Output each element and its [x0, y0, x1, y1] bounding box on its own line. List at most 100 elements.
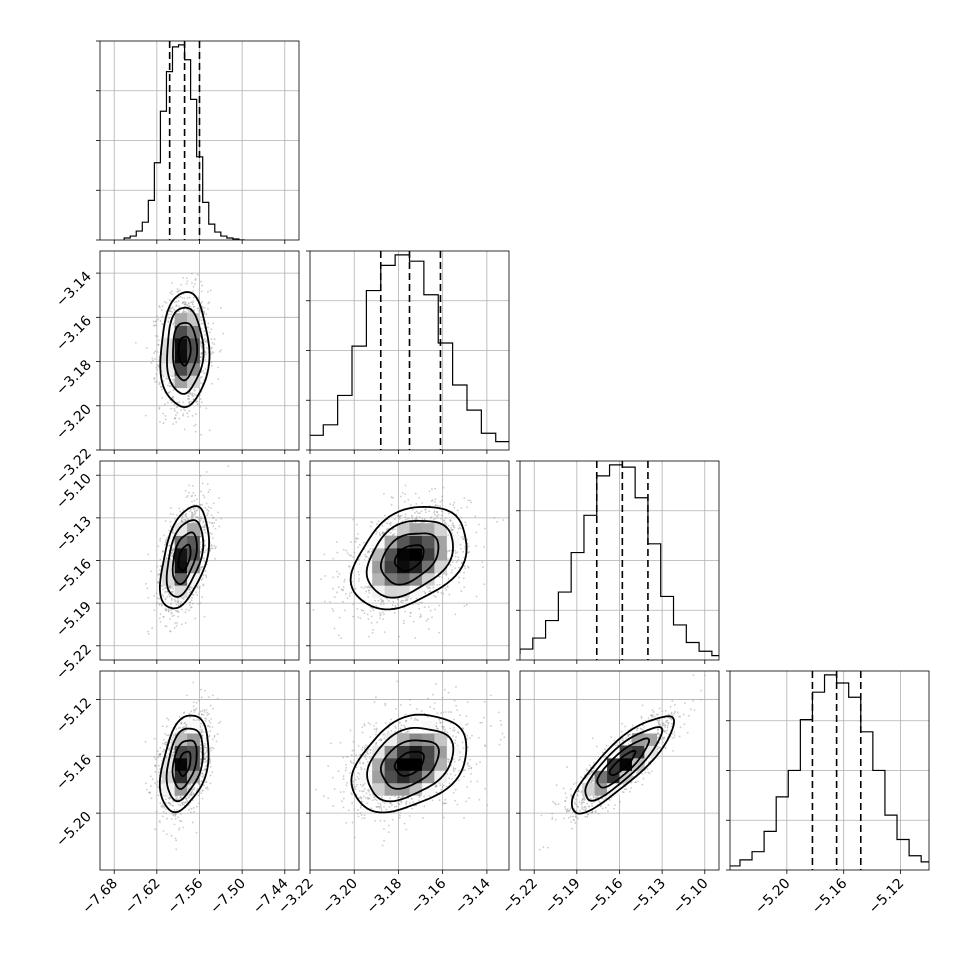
scatter-point [424, 508, 427, 511]
scatter-point [214, 547, 217, 550]
scatter-point [209, 760, 212, 763]
contour-line [177, 335, 192, 367]
scatter-point [196, 508, 199, 511]
scatter-point [190, 508, 193, 511]
scatter-point [220, 306, 222, 309]
scatter-point [182, 521, 185, 524]
scatter-point [167, 401, 169, 404]
scatter-point [179, 602, 182, 605]
scatter-point [383, 631, 386, 634]
scatter-point [162, 375, 165, 378]
scatter-point [200, 371, 203, 374]
scatter-point [205, 313, 208, 316]
scatter-point [386, 522, 389, 525]
scatter-point [452, 504, 455, 506]
density-cell [162, 362, 175, 376]
scatter-point [457, 556, 460, 559]
scatter-point [186, 297, 189, 299]
contour-line [349, 505, 468, 611]
scatter-point [162, 534, 165, 537]
scatter-point [365, 590, 368, 593]
scatter-point [481, 561, 484, 563]
scatter-point [175, 603, 178, 606]
scatter-point [155, 334, 157, 337]
scatter-point [159, 420, 161, 423]
scatter-point [190, 599, 193, 602]
scatter-point [350, 554, 353, 557]
scatter-point [346, 552, 349, 555]
scatter-point [162, 380, 165, 382]
scatter-point [203, 560, 206, 563]
scatter-point [368, 589, 370, 592]
scatter-point [208, 429, 211, 432]
scatter-point [194, 423, 197, 426]
plot-area [100, 251, 299, 450]
scatter-point [210, 543, 213, 546]
scatter-point [188, 586, 191, 589]
scatter-point [389, 524, 392, 526]
scatter-point [360, 609, 363, 612]
scatter-point [382, 492, 385, 495]
scatter-point [161, 315, 164, 318]
scatter-point [415, 517, 418, 520]
scatter-point [360, 586, 363, 588]
scatter-point [168, 385, 171, 387]
scatter-point [394, 604, 397, 607]
scatter-point [323, 553, 326, 556]
scatter-point [209, 289, 212, 292]
scatter-point [460, 562, 463, 565]
scatter-point [197, 296, 200, 299]
scatter-point [211, 382, 214, 385]
scatter-point [198, 587, 201, 590]
scatter-point [168, 317, 171, 320]
scatter-point [155, 324, 158, 327]
scatter-point [375, 605, 378, 608]
scatter-point [454, 555, 457, 558]
scatter-point [206, 347, 208, 349]
scatter-point [466, 506, 469, 509]
scatter-point [398, 517, 401, 520]
scatter-point [157, 365, 160, 367]
scatter-point [158, 597, 161, 600]
plot-area [520, 461, 719, 660]
scatter-point [157, 545, 160, 548]
scatter-point [424, 591, 427, 594]
scatter-point [202, 322, 205, 325]
scatter-point [192, 290, 195, 293]
scatter-point [215, 519, 218, 521]
plot-area [100, 671, 299, 870]
scatter-point [449, 519, 452, 522]
scatter-point [438, 604, 441, 607]
density-cell [359, 560, 373, 574]
scatter-point [169, 544, 171, 547]
scatter-point [370, 615, 373, 618]
scatter-point [358, 579, 360, 582]
scatter-point [409, 503, 412, 506]
scatter-point [378, 612, 381, 614]
scatter-point [176, 610, 179, 612]
scatter-point [396, 598, 399, 601]
scatter-point [184, 489, 187, 492]
scatter-point [184, 310, 187, 313]
contour-line [380, 532, 440, 586]
scatter-point [363, 559, 366, 561]
scatter-point [177, 300, 180, 302]
scatter-point [453, 506, 456, 509]
scatter-point [191, 301, 194, 304]
scatter-point [169, 525, 172, 528]
scatter-point [208, 331, 211, 334]
scatter-point [197, 507, 200, 510]
scatter-point [482, 566, 484, 569]
scatter-point [447, 512, 450, 515]
y-tick-label: −5.16 [53, 556, 95, 598]
scatter-point [211, 547, 214, 550]
scatter-point [188, 484, 190, 487]
scatter-point [332, 587, 334, 590]
scatter-point [436, 584, 439, 586]
scatter-point [172, 513, 175, 516]
contour-line [159, 291, 211, 409]
scatter-point [182, 509, 185, 511]
scatter-point [348, 595, 351, 597]
scatter-point [201, 401, 203, 404]
scatter-point [193, 305, 196, 308]
